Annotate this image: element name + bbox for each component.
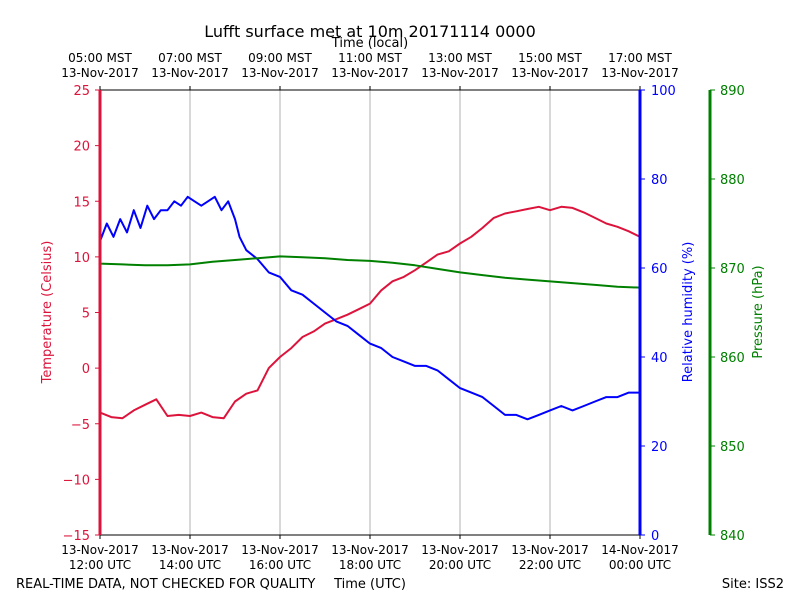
- top-tick-label-date: 13-Nov-2017: [241, 66, 319, 80]
- chart-title: Lufft surface met at 10m 20171114 0000: [204, 22, 536, 41]
- x-tick-label-date: 14-Nov-2017: [601, 543, 679, 557]
- temperature-tick-label: 0: [82, 362, 90, 377]
- top-tick-label-time: 17:00 MST: [608, 51, 672, 65]
- x-axis-label: Time (UTC): [333, 577, 406, 592]
- x-tick-label-time: 16:00 UTC: [249, 558, 311, 572]
- humidity-tick-label: 0: [651, 529, 659, 544]
- x-tick-label-time: 12:00 UTC: [69, 558, 131, 572]
- top-tick-label-date: 13-Nov-2017: [61, 66, 139, 80]
- x-tick-label-date: 13-Nov-2017: [151, 543, 229, 557]
- x-tick-label-time: 20:00 UTC: [429, 558, 491, 572]
- top-tick-label-time: 09:00 MST: [248, 51, 312, 65]
- pressure-tick-label: 860: [720, 351, 745, 366]
- quality-disclaimer: REAL-TIME DATA, NOT CHECKED FOR QUALITY: [16, 577, 315, 592]
- top-tick-label-time: 05:00 MST: [68, 51, 132, 65]
- x-tick-label-date: 13-Nov-2017: [241, 543, 319, 557]
- pressure-tick-label: 890: [720, 84, 745, 99]
- pressure-series-line: [99, 255, 641, 289]
- humidity-series-line: [99, 195, 640, 421]
- top-tick-label-time: 07:00 MST: [158, 51, 222, 65]
- humidity-tick-label: 20: [651, 440, 668, 455]
- temperature-series-line: [99, 205, 641, 420]
- top-tick-label-date: 13-Nov-2017: [331, 66, 409, 80]
- top-tick-label-date: 13-Nov-2017: [511, 66, 589, 80]
- x-tick-label-time: 00:00 UTC: [609, 558, 671, 572]
- x-tick-label-date: 13-Nov-2017: [331, 543, 409, 557]
- temperature-tick-label: 15: [73, 195, 90, 210]
- x-tick-label-date: 13-Nov-2017: [511, 543, 589, 557]
- top-tick-label-time: 15:00 MST: [518, 51, 582, 65]
- temperature-tick-label: 25: [73, 84, 90, 99]
- temperature-tick-label: −5: [71, 418, 90, 433]
- top-tick-label-time: 13:00 MST: [428, 51, 492, 65]
- pressure-tick-label: 840: [720, 529, 745, 544]
- temperature-tick-label: 10: [73, 251, 90, 266]
- top-tick-label-date: 13-Nov-2017: [601, 66, 679, 80]
- series-group: [99, 195, 641, 421]
- pressure-tick-label: 850: [720, 440, 745, 455]
- top-tick-label-date: 13-Nov-2017: [151, 66, 229, 80]
- pressure-tick-label: 880: [720, 173, 745, 188]
- grid: [189, 90, 551, 535]
- top-tick-label-time: 11:00 MST: [338, 51, 402, 65]
- x-tick-label-time: 18:00 UTC: [339, 558, 401, 572]
- humidity-axis-label: Relative humidity (%): [681, 242, 696, 383]
- site-label: Site: ISS2: [722, 577, 784, 592]
- humidity-tick-label: 80: [651, 173, 668, 188]
- humidity-tick-label: 100: [651, 84, 676, 99]
- temperature-tick-label: 5: [82, 307, 90, 322]
- temperature-axis-label: Temperature (Celsius): [40, 241, 55, 385]
- pressure-axis-label: Pressure (hPa): [751, 265, 766, 358]
- x-tick-label-time: 14:00 UTC: [159, 558, 221, 572]
- x-tick-label-date: 13-Nov-2017: [421, 543, 499, 557]
- temperature-tick-label: 20: [73, 140, 90, 155]
- temperature-tick-label: −15: [63, 529, 90, 544]
- x-tick-label-date: 13-Nov-2017: [61, 543, 139, 557]
- top-axis-label: Time (local): [331, 36, 408, 51]
- x-tick-label-time: 22:00 UTC: [519, 558, 581, 572]
- temperature-tick-label: −10: [63, 473, 90, 488]
- humidity-tick-label: 40: [651, 351, 668, 366]
- humidity-tick-label: 60: [651, 262, 668, 277]
- pressure-tick-label: 870: [720, 262, 745, 277]
- top-tick-label-date: 13-Nov-2017: [421, 66, 499, 80]
